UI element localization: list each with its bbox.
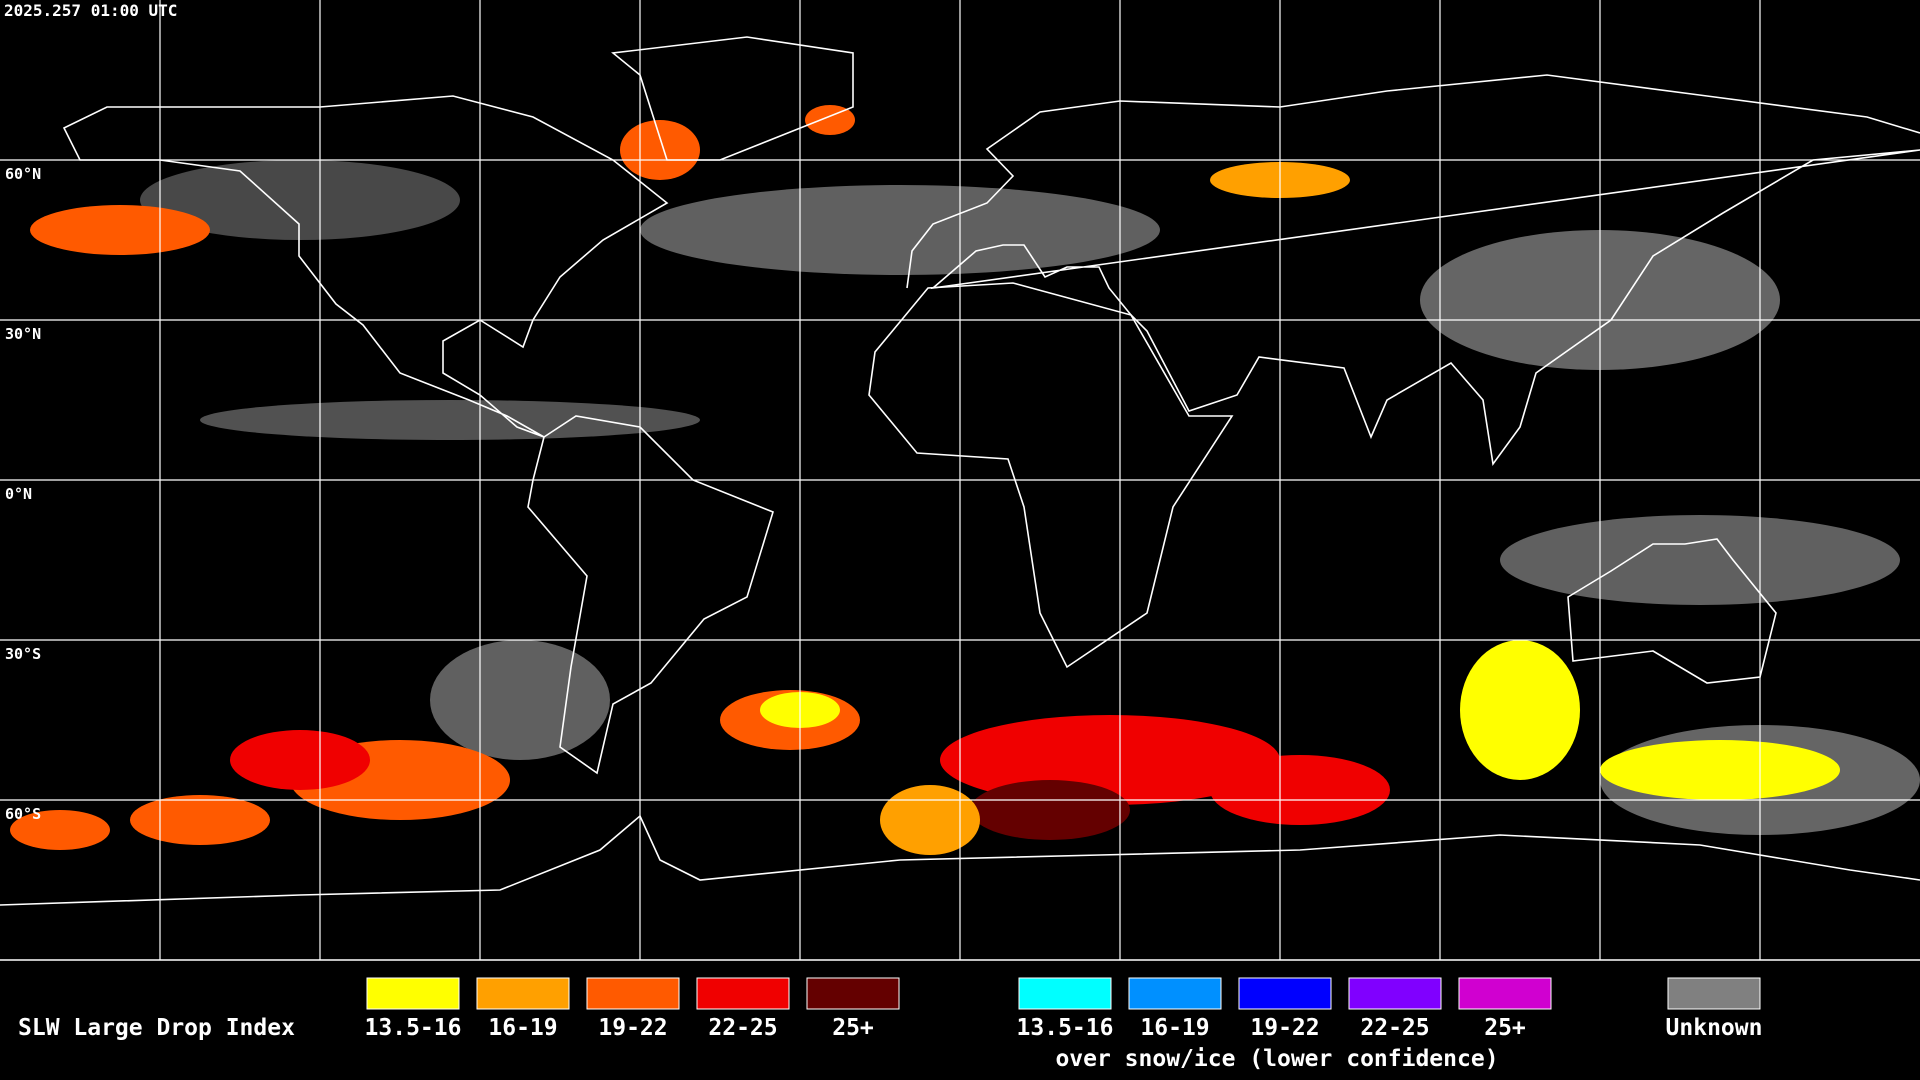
- legend-caption: over snow/ice (lower confidence): [1055, 1046, 1498, 1072]
- legend-label: Unknown: [1666, 1015, 1763, 1041]
- legend-swatch: [1128, 977, 1222, 1010]
- legend-label: 16-19: [488, 1015, 557, 1041]
- legend-swatch: [1667, 977, 1761, 1010]
- legend-label: 13.5-16: [365, 1015, 462, 1041]
- legend-label: 16-19: [1140, 1015, 1209, 1041]
- legend-swatch: [1238, 977, 1332, 1010]
- legend-label: 25+: [832, 1015, 874, 1041]
- graticule: [0, 0, 1920, 960]
- legend-swatch: [586, 977, 680, 1010]
- legend-swatch: [806, 977, 900, 1010]
- legend: 13.5-16 16-19 19-22 22-25 25+ 13.5-16 16-19 19-…: [365, 977, 1763, 1041]
- latitude-label: 60°S: [5, 805, 41, 823]
- legend-label: 25+: [1484, 1015, 1526, 1041]
- timestamp: 2025.257 01:00 UTC: [4, 1, 177, 20]
- legend-label: 19-22: [1250, 1015, 1319, 1041]
- legend-label: 22-25: [708, 1015, 777, 1041]
- legend-label: 13.5-16: [1017, 1015, 1114, 1041]
- legend-swatch: [366, 977, 460, 1010]
- latitude-label: 60°N: [5, 165, 41, 183]
- latitude-label: 0°N: [5, 485, 32, 503]
- legend-swatch: [1348, 977, 1442, 1010]
- latitude-label: 30°S: [5, 645, 41, 663]
- latitude-label: 30°N: [5, 325, 41, 343]
- legend-title: SLW Large Drop Index: [18, 1015, 295, 1041]
- legend-label: 22-25: [1360, 1015, 1429, 1041]
- legend-swatch: [1018, 977, 1112, 1010]
- latitude-labels: 60°N 30°N 0°N 30°S 60°S: [5, 165, 41, 823]
- legend-swatch: [696, 977, 790, 1010]
- legend-label: 19-22: [598, 1015, 667, 1041]
- legend-swatch: [476, 977, 570, 1010]
- legend-swatch: [1458, 977, 1552, 1010]
